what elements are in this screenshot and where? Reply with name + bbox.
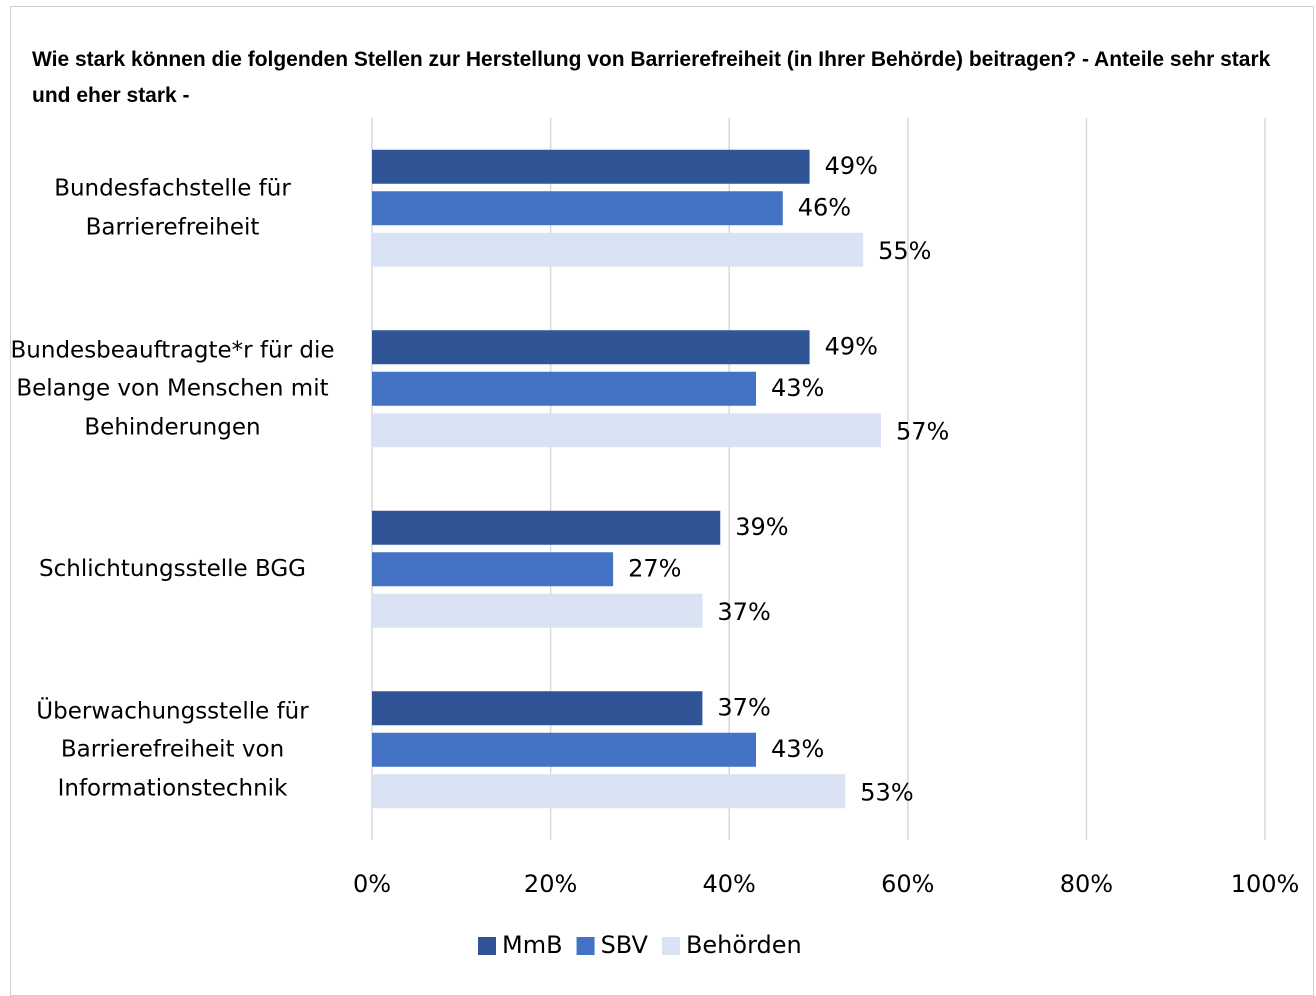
data-label: 43%	[771, 735, 824, 763]
y-tick-label: Überwachungsstelle für Barrierefreiheit …	[36, 698, 309, 801]
bar	[372, 510, 721, 545]
bar	[372, 552, 614, 587]
x-tick-label: 20%	[524, 870, 577, 898]
data-label: 57%	[896, 417, 949, 445]
legend-swatch	[576, 937, 595, 955]
data-label: 37%	[717, 598, 770, 626]
y-tick-label: Schlichtungsstelle BGG	[39, 556, 306, 582]
legend-label: Behörden	[686, 931, 802, 959]
bar	[372, 371, 756, 406]
data-label: 49%	[825, 152, 878, 180]
bar	[372, 774, 846, 809]
data-label: 43%	[771, 374, 824, 402]
data-label: 53%	[860, 778, 913, 806]
x-tick-label: 100%	[1231, 870, 1300, 898]
data-label: 39%	[735, 513, 788, 541]
legend-swatch	[478, 937, 496, 955]
x-tick-label: 40%	[703, 870, 756, 898]
bar	[372, 232, 864, 267]
data-label: 46%	[798, 193, 851, 221]
x-tick-label: 60%	[881, 870, 934, 898]
data-label: 37%	[717, 693, 770, 721]
data-label: 55%	[878, 237, 931, 265]
x-tick-label: 80%	[1060, 870, 1113, 898]
legend-label: SBV	[601, 931, 649, 959]
legend-swatch	[661, 937, 680, 955]
y-tick-label: Bundesbeauftragte*r für die Belange von …	[10, 337, 335, 440]
bar	[372, 330, 810, 365]
bar	[372, 191, 783, 226]
data-label: 49%	[825, 332, 878, 360]
legend-label: MmB	[502, 931, 563, 959]
chart-title: Wie stark können die folgenden Stellen z…	[32, 48, 1271, 107]
x-tick-label: 0%	[353, 870, 391, 898]
bar	[372, 691, 703, 726]
bar	[372, 593, 703, 628]
bar	[372, 413, 882, 448]
bar	[372, 149, 810, 184]
data-label: 27%	[628, 554, 681, 582]
bar	[372, 732, 756, 767]
y-tick-label: Bundesfachstelle für Barrierefreiheit	[54, 175, 291, 241]
